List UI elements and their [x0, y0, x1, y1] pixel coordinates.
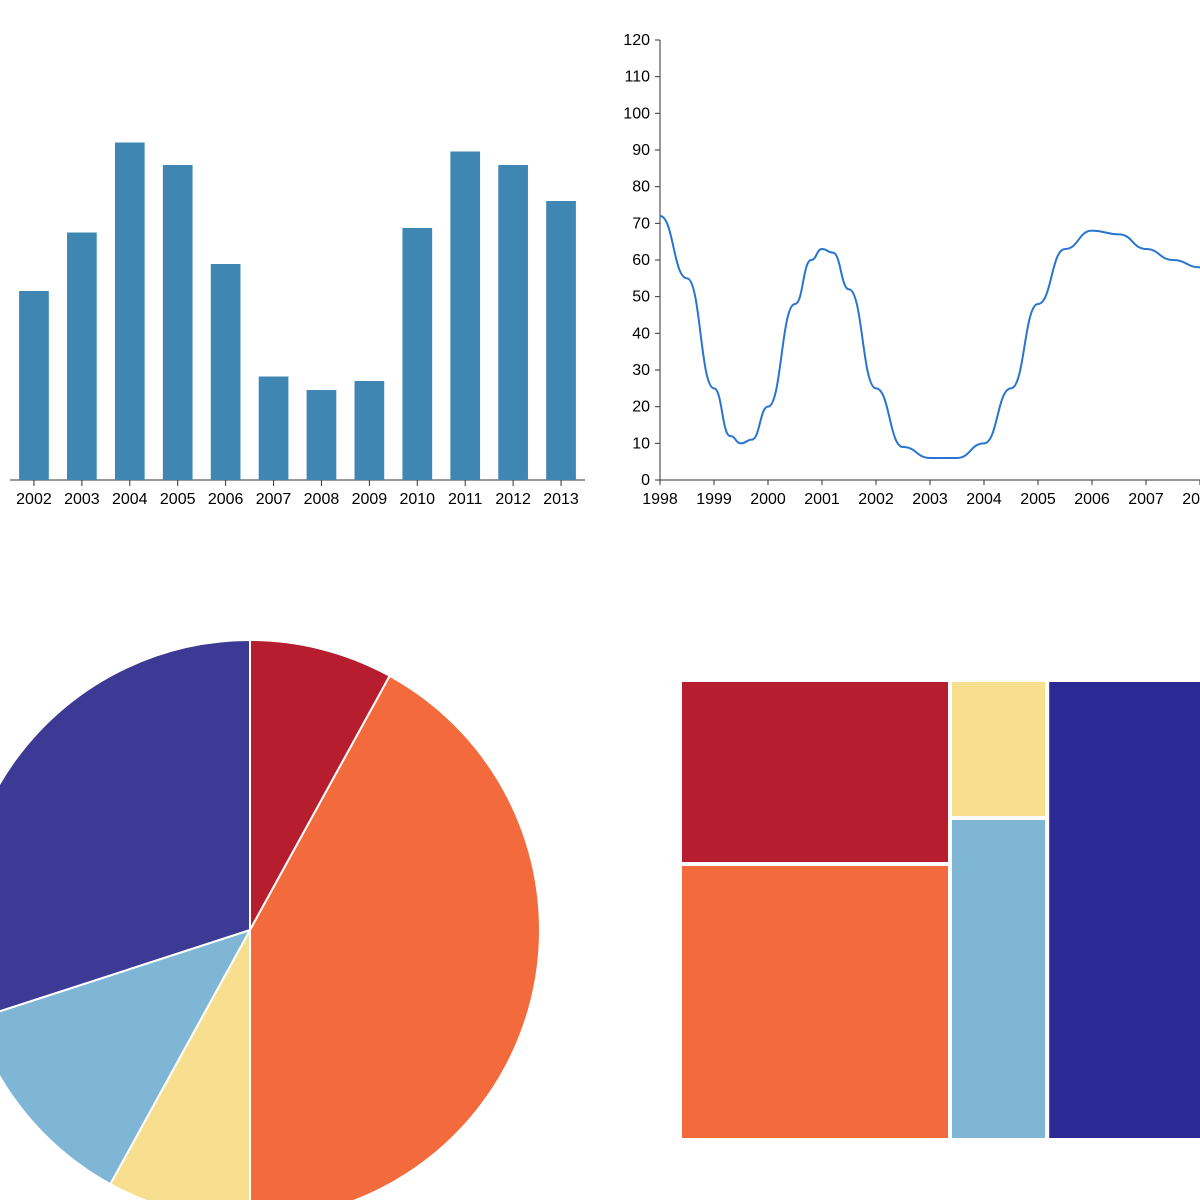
y-tick-label: 10	[632, 435, 650, 452]
bar	[450, 152, 480, 481]
bar	[402, 228, 432, 480]
x-tick-label: 2008	[1182, 491, 1200, 508]
x-tick-label: 2011	[448, 491, 483, 508]
bar	[546, 201, 576, 480]
x-tick-label: 2001	[804, 491, 840, 508]
chart-grid: 2002200320042005200620072008200920102011…	[0, 0, 1200, 1200]
x-tick-label: 2002	[16, 491, 52, 508]
x-tick-label: 2005	[160, 491, 196, 508]
bar	[355, 381, 385, 480]
bar	[19, 291, 49, 480]
treemap-chart	[600, 600, 1200, 1200]
x-tick-label: 2006	[1074, 491, 1110, 508]
line-series	[660, 216, 1200, 458]
treemap-rect	[680, 680, 950, 864]
line-chart-panel: 0 10 20 30 40 50 60 70 80 90 100 110 120 1998 1999 2000…	[600, 0, 1200, 600]
y-tick-label: 100	[623, 105, 650, 122]
x-tick-label: 1999	[696, 491, 732, 508]
y-tick-label: 50	[632, 289, 650, 306]
y-tick-label: 40	[632, 325, 650, 342]
x-tick-label: 2002	[858, 491, 894, 508]
x-tick-label: 2012	[495, 491, 531, 508]
y-tick-label: 60	[632, 252, 650, 269]
x-tick-label: 1998	[642, 491, 678, 508]
x-tick-label: 2010	[399, 491, 435, 508]
treemap-panel	[600, 600, 1200, 1200]
pie-chart-panel	[0, 600, 600, 1200]
treemap-rect	[680, 864, 950, 1140]
bar-chart: 2002 2003 2004 2005 2006 2007 2008 2009 2010 2011…	[0, 0, 600, 600]
treemap-rect	[950, 680, 1047, 818]
treemap-rect	[1047, 680, 1200, 1140]
x-tick-label: 2007	[256, 491, 292, 508]
y-tick-label: 20	[632, 399, 650, 416]
bar	[115, 143, 145, 481]
y-tick-label: 70	[632, 215, 650, 232]
treemap-rect	[950, 818, 1047, 1140]
x-tick-label: 2003	[64, 491, 100, 508]
x-tick-label: 2000	[750, 491, 786, 508]
y-tick-label: 110	[624, 69, 650, 86]
bar	[67, 233, 97, 481]
x-tick-label: 2004	[112, 491, 148, 508]
x-tick-label: 2006	[208, 491, 244, 508]
x-tick-label: 2004	[966, 491, 1002, 508]
x-tick-label: 2003	[912, 491, 948, 508]
y-tick-label: 0	[641, 472, 650, 489]
x-tick-label: 2009	[352, 491, 388, 508]
y-tick-label: 120	[623, 32, 650, 49]
y-tick-label: 90	[632, 142, 650, 159]
x-tick-label: 2013	[543, 491, 579, 508]
bar	[498, 165, 528, 480]
x-tick-label: 2005	[1020, 491, 1056, 508]
y-tick-label: 30	[632, 362, 650, 379]
bar	[163, 165, 193, 480]
bar	[259, 377, 289, 481]
bar-chart-panel: 2002 2003 2004 2005 2006 2007 2008 2009 2010 2011…	[0, 0, 600, 600]
y-tick-label: 80	[632, 179, 650, 196]
pie-chart	[0, 600, 600, 1200]
x-tick-label: 2007	[1128, 491, 1164, 508]
bar	[211, 264, 241, 480]
line-chart: 0 10 20 30 40 50 60 70 80 90 100 110 120 1998 1999 2000…	[600, 0, 1200, 600]
x-tick-label: 2008	[304, 491, 340, 508]
bar	[307, 390, 337, 480]
